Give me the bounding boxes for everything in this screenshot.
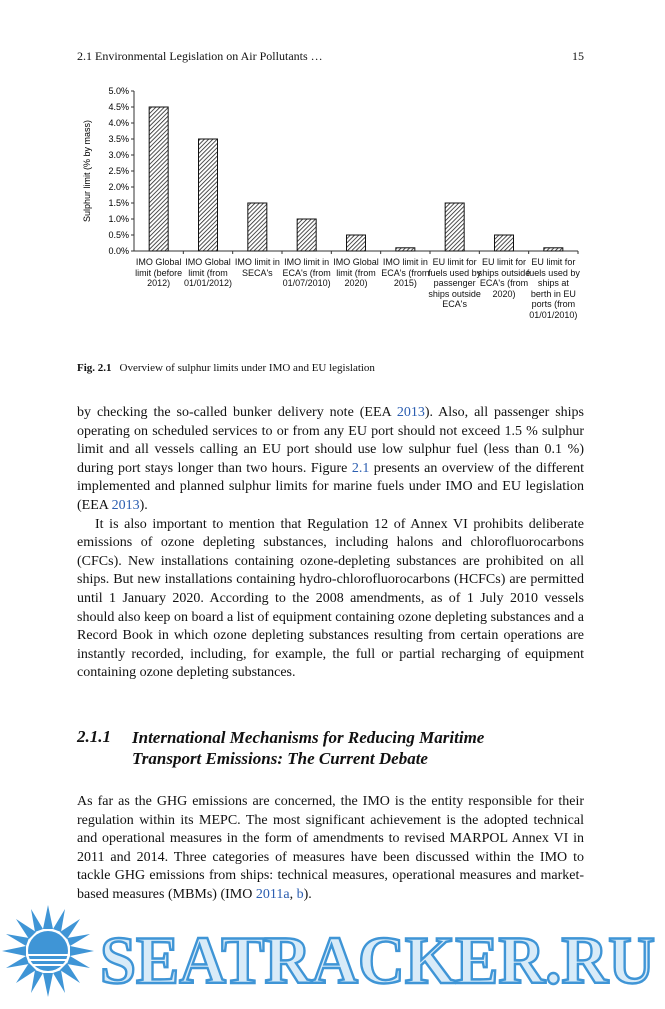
citation-link[interactable]: b [296, 886, 304, 902]
body-text: As far as the GHG emissions are concerne… [77, 793, 584, 905]
bar [148, 106, 169, 252]
text-run: As far as the GHG emissions are concerne… [77, 794, 584, 902]
x-tick-label: IMO limit in SECA's [234, 257, 280, 278]
text-run: ). [139, 497, 148, 513]
bar [444, 202, 465, 252]
y-tick-label: 3.5% [108, 134, 129, 144]
text-run: It is also important to mention that Reg… [77, 516, 584, 681]
x-tick-label: IMO Global limit (from 2020) [333, 257, 379, 289]
section-title: International Mechanisms for Reducing Ma… [132, 728, 485, 768]
page-number: 15 [572, 49, 584, 63]
caption-label: Fig. 2.1 [77, 362, 112, 374]
watermark: SEATRACKER.RU [2, 905, 656, 999]
text-run: presents an overview of the different im… [77, 460, 585, 513]
y-tick-label: 4.5% [108, 102, 129, 112]
bar [494, 234, 514, 252]
section-number: 2.1.1 [77, 727, 111, 746]
caption-text: Overview of sulphur limits under IMO and… [119, 362, 375, 374]
text-run: by checking the so-called bunker deliver… [77, 405, 397, 420]
running-header: 2.1 Environmental Legislation on Air Pol… [77, 49, 323, 63]
bar [198, 138, 218, 252]
body-text: by checking the so-called bunker deliver… [77, 404, 584, 683]
x-tick-label: EU limit for fuels used by ships at bert… [526, 257, 580, 320]
x-tick-label: EU limit for fuels used by passenger shi… [428, 257, 482, 310]
paragraph: It is also important to mention that Reg… [77, 516, 584, 683]
citation-link[interactable]: 2013 [111, 497, 140, 513]
x-tick-label: EU limit for ships outside ECA's (from 2… [477, 257, 531, 299]
watermark-text: SEATRACKER.RU [100, 922, 655, 998]
y-tick-label: 0.0% [108, 246, 129, 256]
y-tick-label: 1.0% [108, 214, 129, 224]
citation-link[interactable]: 2011a [255, 886, 290, 902]
x-tick-label: IMO limit in ECA's (from 2015) [381, 257, 430, 289]
citation-link[interactable]: 2.1 [351, 460, 370, 476]
bar [346, 234, 366, 252]
chart: Sulphur limit (% by mass) 0.0% 0.5% 1.0% 1.… [82, 86, 579, 256]
y-tick-label: 2.0% [108, 182, 129, 192]
y-tick-label: 2.5% [108, 166, 129, 176]
y-tick-label: 5.0% [108, 86, 129, 96]
y-tick-label: 1.5% [108, 198, 129, 208]
figure-caption: Fig. 2.1 Overview of sulphur limits under… [77, 362, 375, 374]
text-run: ). [303, 886, 312, 902]
citation-link[interactable]: 2013 [396, 405, 425, 420]
text-run: , [289, 886, 297, 902]
text-run: ). Also, all passenger ships operating o… [77, 405, 584, 476]
y-tick-label: 4.0% [108, 118, 129, 128]
bar [395, 247, 416, 252]
y-axis-label: Sulphur limit (% by mass) [82, 120, 92, 222]
bar [296, 218, 317, 252]
y-tick-label: 3.0% [108, 150, 129, 160]
paragraph: by checking the so-called bunker deliver… [77, 404, 584, 516]
watermark-sun [2, 905, 94, 997]
paragraph: As far as the GHG emissions are concerne… [77, 793, 584, 905]
bar [543, 247, 564, 252]
x-tick-label: IMO Global limit (from 01/01/2012) [183, 257, 233, 289]
bar [247, 202, 268, 252]
x-tick-label: IMO Global limit (before 2012) [135, 257, 183, 289]
y-tick-label: 0.5% [108, 230, 129, 240]
x-tick-label: IMO limit in ECA's (from 01/07/2010) [282, 257, 331, 289]
